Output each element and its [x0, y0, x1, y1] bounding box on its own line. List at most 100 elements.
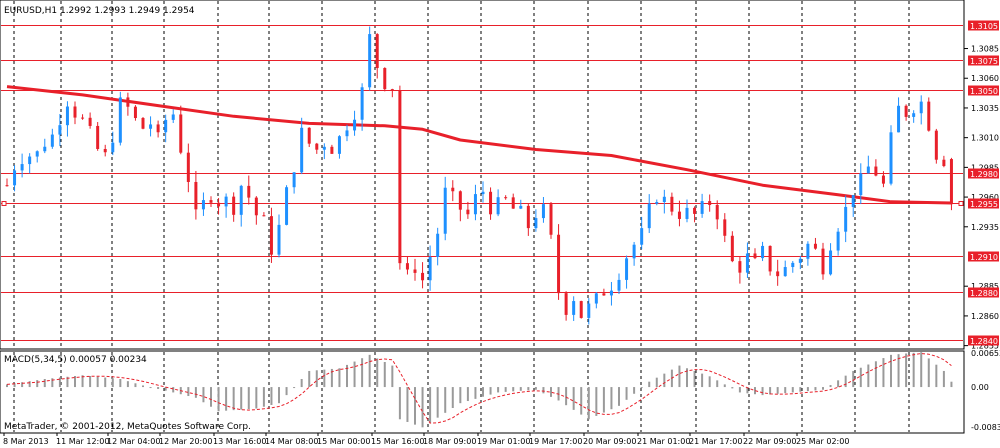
candle-bear[interactable] [405, 263, 409, 270]
candle-bull[interactable] [111, 142, 115, 153]
candle-bear[interactable] [927, 101, 931, 131]
candle-bear[interactable] [217, 202, 221, 207]
candle-bull[interactable] [285, 187, 289, 225]
candle-bull[interactable] [35, 151, 39, 157]
candle-bear[interactable] [693, 207, 697, 214]
candle-bear[interactable] [133, 106, 137, 119]
candle-bull[interactable] [368, 34, 372, 88]
candle-bear[interactable] [186, 152, 190, 182]
candle-bear[interactable] [723, 219, 727, 236]
candle-bull[interactable] [783, 267, 787, 277]
candle-bear[interactable] [81, 117, 85, 119]
candle-bear[interactable] [421, 272, 425, 281]
candle-bull[interactable] [609, 290, 613, 296]
candle-bear[interactable] [768, 245, 772, 272]
candle-bull[interactable] [866, 166, 870, 174]
candle-bull[interactable] [745, 253, 749, 273]
candle-bull[interactable] [617, 279, 621, 291]
candle-bear[interactable] [670, 196, 674, 212]
candle-bull[interactable] [647, 203, 651, 229]
candle-bear[interactable] [881, 175, 885, 184]
candle-bear[interactable] [715, 204, 719, 220]
candle-bear[interactable] [269, 216, 273, 255]
candle-bull[interactable] [632, 244, 636, 259]
candle-bull[interactable] [625, 258, 629, 280]
candle-bear[interactable] [813, 243, 817, 249]
candle-bull[interactable] [353, 119, 357, 131]
candle-bear[interactable] [88, 117, 92, 126]
candle-bear[interactable] [126, 97, 130, 107]
candle-bear[interactable] [383, 68, 387, 90]
candle-bull[interactable] [473, 194, 477, 215]
candle-bear[interactable] [247, 185, 251, 198]
candle-bear[interactable] [156, 124, 160, 133]
candle-bear[interactable] [194, 181, 198, 210]
candle-bear[interactable] [232, 196, 236, 215]
candle-bull[interactable] [58, 125, 62, 135]
line-anchor-right[interactable] [958, 201, 964, 206]
candle-bear[interactable] [904, 105, 908, 117]
candle-bull[interactable] [791, 262, 795, 268]
candle-bull[interactable] [277, 224, 281, 255]
candle-bear[interactable] [398, 90, 402, 264]
candle-bull[interactable] [572, 301, 576, 315]
candle-bull[interactable] [761, 245, 765, 259]
candle-bull[interactable] [201, 200, 205, 210]
candle-bull[interactable] [43, 146, 47, 152]
candles[interactable] [5, 26, 953, 325]
candle-bull[interactable] [662, 196, 666, 202]
candle-bull[interactable] [519, 205, 523, 209]
candle-bear[interactable] [564, 293, 568, 315]
line-anchor-left[interactable] [1, 201, 7, 206]
candle-bull[interactable] [685, 207, 689, 219]
candle-bear[interactable] [330, 146, 334, 154]
candle-bull[interactable] [897, 105, 901, 133]
candle-bear[interactable] [315, 143, 319, 150]
candle-bull[interactable] [337, 136, 341, 154]
candle-bull[interactable] [829, 250, 833, 275]
candle-bull[interactable] [496, 197, 500, 215]
candle-bear[interactable] [489, 191, 493, 215]
candle-bear[interactable] [413, 269, 417, 273]
candle-bull[interactable] [798, 258, 802, 263]
candle-bull[interactable] [65, 106, 69, 126]
candle-bull[interactable] [224, 196, 228, 207]
candle-bear[interactable] [179, 114, 183, 153]
candle-bear[interactable] [602, 293, 606, 296]
candle-bear[interactable] [753, 253, 757, 259]
candle-bear[interactable] [103, 148, 107, 153]
candle-bull[interactable] [889, 132, 893, 184]
candle-bear[interactable] [708, 201, 712, 205]
candle-bear[interactable] [730, 235, 734, 262]
candle-bear[interactable] [307, 127, 311, 144]
candle-bear[interactable] [934, 130, 938, 160]
candle-bear[interactable] [821, 248, 825, 275]
candle-bear[interactable] [262, 215, 266, 217]
candle-bear[interactable] [677, 211, 681, 219]
candle-bull[interactable] [13, 170, 17, 186]
candle-bull[interactable] [836, 231, 840, 251]
candle-bull[interactable] [149, 124, 153, 129]
candle-bull[interactable] [700, 201, 704, 214]
candle-bear[interactable] [511, 197, 515, 209]
candle-bull[interactable] [50, 134, 54, 147]
candle-bear[interactable] [942, 159, 946, 167]
candle-bear[interactable] [526, 205, 530, 229]
candle-bear[interactable] [209, 200, 213, 203]
candle-bear[interactable] [466, 209, 470, 215]
candle-bear[interactable] [5, 185, 9, 187]
candle-bull[interactable] [345, 130, 349, 137]
candle-bear[interactable] [73, 106, 77, 118]
candle-bull[interactable] [239, 185, 243, 215]
candle-bear[interactable] [557, 234, 561, 294]
candle-bull[interactable] [481, 191, 485, 195]
candle-bull[interactable] [594, 293, 598, 304]
candle-bear[interactable] [141, 118, 145, 129]
candle-bull[interactable] [360, 87, 364, 120]
candle-bull[interactable] [851, 195, 855, 207]
candle-bear[interactable] [738, 261, 742, 273]
candle-bear[interactable] [451, 187, 455, 192]
candle-bull[interactable] [428, 256, 432, 281]
candle-bear[interactable] [254, 197, 258, 216]
candle-bull[interactable] [436, 233, 440, 257]
